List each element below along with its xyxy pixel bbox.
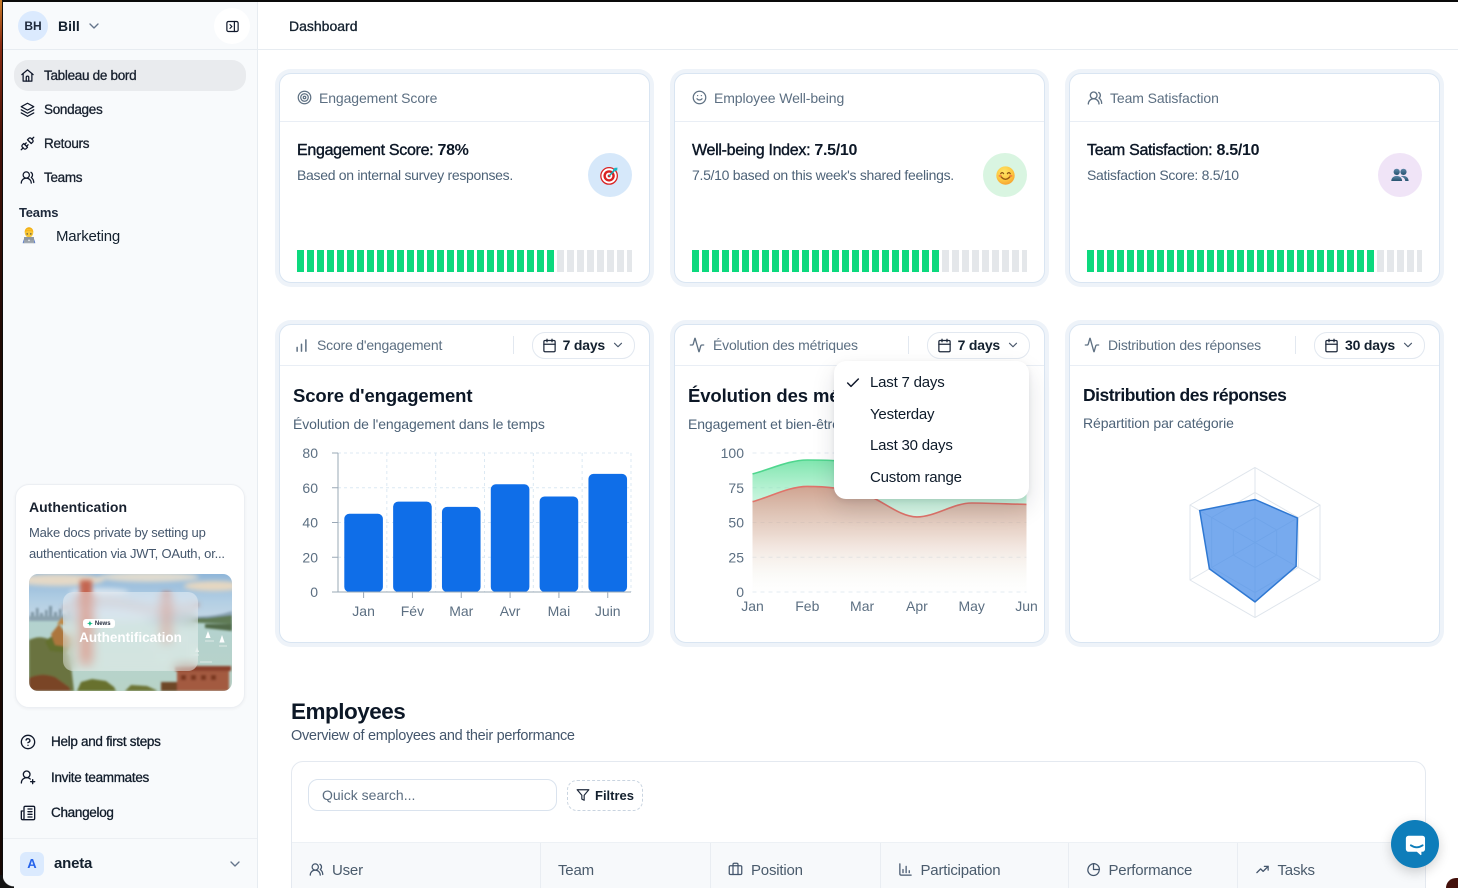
svg-text:Mar: Mar [449,603,473,619]
svg-text:20: 20 [302,549,318,565]
svg-text:0: 0 [736,584,744,600]
svg-text:60: 60 [302,480,318,496]
svg-text:Avr: Avr [500,603,521,619]
svg-text:75: 75 [728,480,744,496]
svg-text:Mai: Mai [548,603,571,619]
svg-text:Feb: Feb [795,598,819,614]
svg-text:May: May [958,598,984,614]
svg-text:Jun: Jun [1015,598,1038,614]
svg-text:25: 25 [728,549,744,565]
svg-text:0: 0 [310,584,318,600]
svg-text:100: 100 [721,445,745,461]
svg-text:50: 50 [728,515,744,531]
svg-text:Apr: Apr [906,598,928,614]
svg-text:Jan: Jan [741,598,764,614]
svg-text:Mar: Mar [850,598,874,614]
svg-text:80: 80 [302,445,318,461]
svg-text:Juin: Juin [595,603,621,619]
svg-text:Jan: Jan [352,603,375,619]
svg-text:40: 40 [302,515,318,531]
svg-text:Fév: Fév [401,603,424,619]
